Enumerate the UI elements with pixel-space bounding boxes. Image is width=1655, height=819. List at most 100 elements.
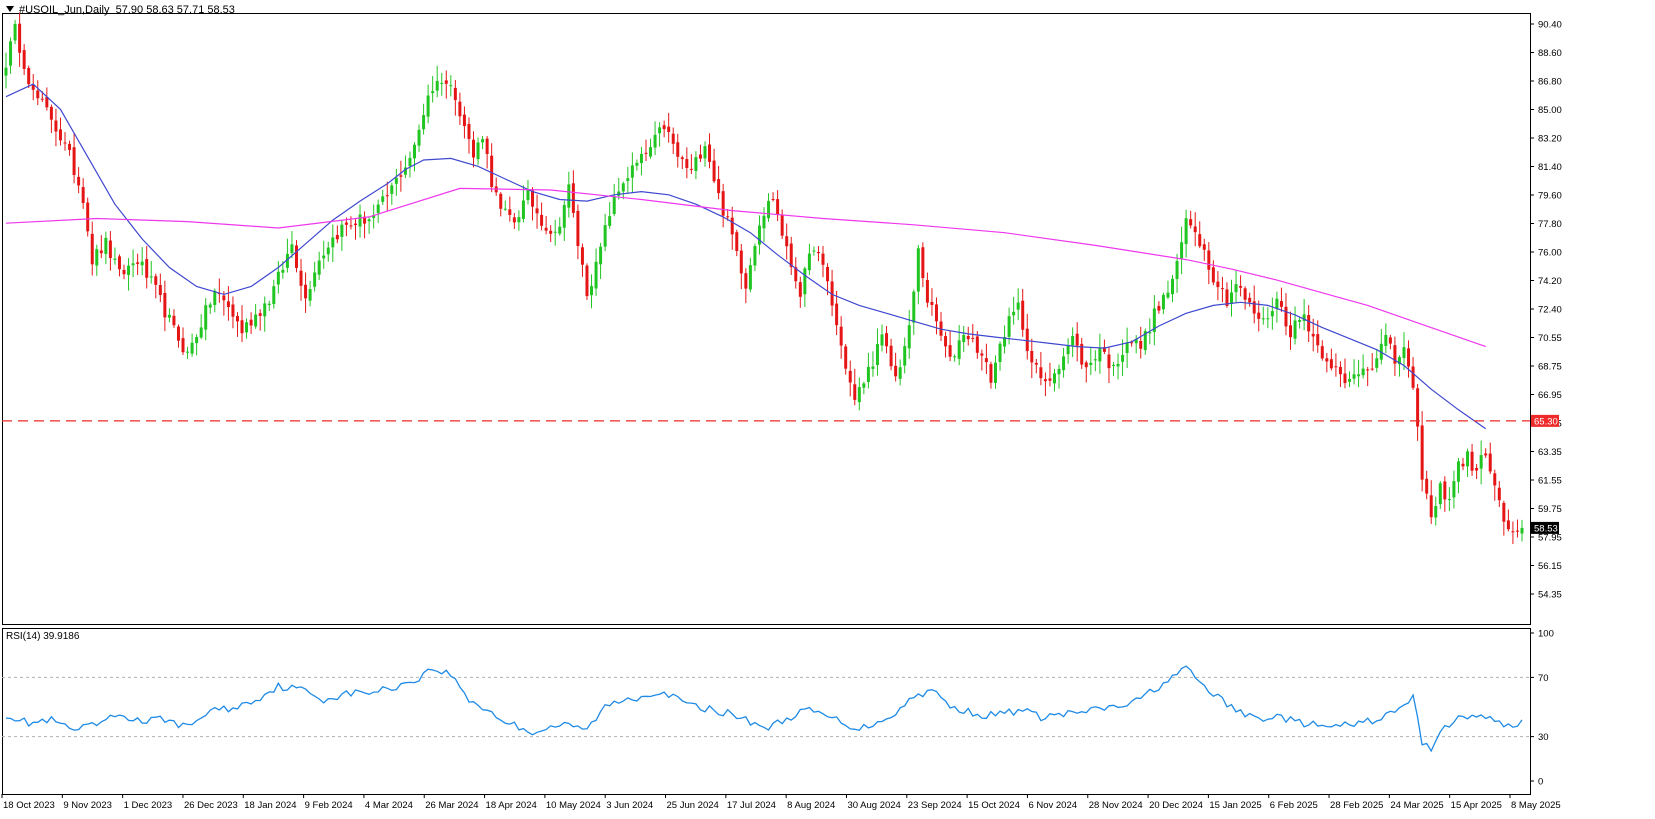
candle-bull (1066, 345, 1070, 355)
candle-bear (1084, 362, 1088, 368)
candle-bull (1121, 354, 1125, 362)
candle-bear (889, 345, 893, 367)
y-tick-label: 76.00 (1538, 248, 1562, 259)
last-price-tag (1531, 521, 1559, 534)
x-tick-label: 8 May 2025 (1511, 800, 1561, 811)
candle-bull (4, 67, 8, 76)
candle-bull (1111, 364, 1115, 366)
candle-bear (122, 269, 126, 275)
ma-slow-line (5, 187, 1486, 348)
rsi-y-tick-label: 0 (1538, 777, 1543, 788)
candle-bear (1475, 468, 1479, 471)
level-price-label: 65.30 (1534, 416, 1558, 427)
candle-bear (49, 106, 53, 120)
candle-bear (540, 214, 544, 226)
candle-bull (1261, 318, 1265, 320)
candle-bull (1397, 357, 1401, 365)
menu-triangle-icon[interactable] (6, 6, 14, 12)
candle-bear (1248, 297, 1252, 303)
candle-bull (1093, 359, 1097, 361)
candle-bear (535, 208, 539, 214)
candle-bull (149, 276, 153, 278)
candle-bull (1520, 527, 1524, 534)
candle-bull (1438, 483, 1442, 505)
candle-bull (1466, 451, 1470, 467)
candle-bear (676, 142, 680, 157)
level-price-tag (1531, 414, 1559, 427)
x-tick-label: 28 Nov 2024 (1089, 800, 1143, 811)
candle-bull (553, 231, 557, 233)
candle-bear (1411, 366, 1415, 388)
candle-bear (240, 320, 244, 334)
candle-bear (989, 364, 993, 383)
candle-bull (903, 346, 907, 366)
candle-bear (1284, 306, 1288, 327)
candle-bull (748, 265, 752, 290)
candle-bull (1016, 302, 1020, 310)
candle-bear (1420, 425, 1424, 480)
candle-bull (626, 178, 630, 182)
candle-bull (1007, 316, 1011, 337)
candle-bull (558, 226, 562, 234)
symbol-label: #USOIL_Jun,Daily (19, 4, 110, 16)
candle-bear (1484, 453, 1488, 456)
rsi-y-tick-label: 100 (1538, 629, 1554, 640)
y-tick-label: 85.00 (1538, 105, 1562, 116)
candle-bull (440, 82, 444, 84)
candle-bear (1211, 267, 1215, 283)
candle-bear (708, 144, 712, 162)
x-tick-label: 26 Dec 2023 (184, 800, 238, 811)
candle-bear (176, 326, 180, 341)
candle-bear (984, 358, 988, 363)
x-tick-label: 17 Jul 2024 (727, 800, 776, 811)
x-tick-label: 18 Apr 2024 (486, 800, 537, 811)
candle-bear (353, 223, 357, 226)
candle-bear (344, 222, 348, 225)
y-tick-label: 61.55 (1538, 476, 1562, 487)
candle-bull (9, 41, 13, 66)
candle-bear (921, 247, 925, 279)
candle-bear (853, 384, 857, 400)
candle-bull (1057, 368, 1061, 375)
candle-bear (81, 187, 85, 203)
candle-bear (776, 199, 780, 215)
candle-bull (912, 291, 916, 323)
candle-bull (340, 224, 344, 237)
candle-bear (644, 152, 648, 154)
candle-bear (1243, 288, 1247, 300)
candle-bull (871, 366, 875, 369)
rsi-panel-frame (2, 628, 1531, 795)
candle-bull (376, 204, 380, 213)
candle-bear (712, 160, 716, 182)
candle-bull (104, 237, 108, 254)
x-tick-label: 6 Feb 2025 (1270, 800, 1318, 811)
candle-bear (944, 336, 948, 347)
candle-bear (249, 319, 253, 326)
candle-bear (304, 284, 308, 299)
candle-bull (403, 167, 407, 175)
x-tick-label: 24 Mar 2025 (1390, 800, 1443, 811)
candle-bull (1012, 311, 1016, 316)
candle-bear (1207, 250, 1211, 270)
candle-bear (585, 265, 589, 297)
candle-bull (1175, 260, 1179, 280)
candle-bear (980, 353, 984, 356)
candle-bull (599, 246, 603, 265)
candle-bear (735, 232, 739, 251)
candle-bear (698, 154, 702, 159)
candle-bull (263, 303, 267, 317)
candle-bear (158, 285, 162, 295)
candle-bear (36, 90, 40, 99)
candle-bull (875, 344, 879, 365)
candle-bear (108, 240, 112, 259)
candle-bear (1493, 473, 1497, 486)
candle-bear (1130, 342, 1134, 344)
candle-bear (1311, 333, 1315, 337)
candle-bull (757, 225, 761, 245)
candle-bear (294, 245, 298, 268)
candle-bear (54, 120, 58, 132)
candle-bear (1461, 463, 1465, 467)
candle-bull (394, 177, 398, 184)
x-tick-label: 4 Mar 2024 (365, 800, 413, 811)
